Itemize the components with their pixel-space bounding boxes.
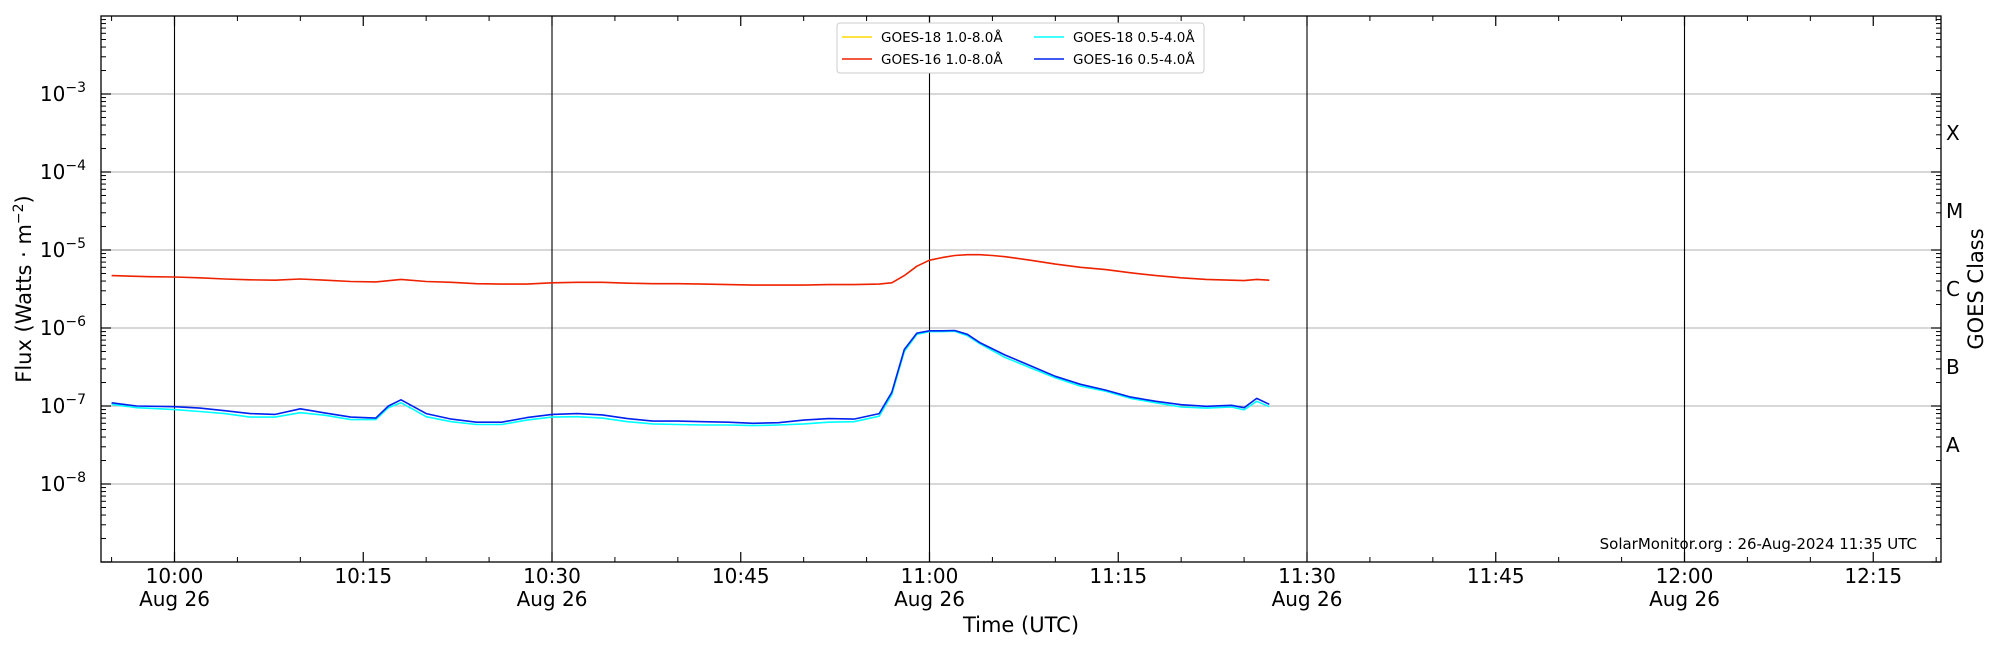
x-tick-label: 11:00: [901, 564, 959, 588]
x-tick-label: 11:15: [1089, 564, 1147, 588]
x-tick-label: 10:00: [146, 564, 204, 588]
grid-lines: [101, 16, 1941, 562]
y-tick-label: 10−4: [40, 158, 86, 184]
y-tick-base: 10: [40, 82, 65, 106]
y-tick-base: 10: [40, 394, 65, 418]
series-line: [111, 329, 1270, 425]
y-axis-title-text: Flux (Watts · m: [12, 224, 36, 383]
x-tick-label: 10:45: [712, 564, 770, 588]
y-axis-title-exponent: −2: [11, 203, 27, 224]
y-tick-base: 10: [40, 160, 65, 184]
x-tick-sublabel: Aug 26: [1649, 587, 1720, 611]
x-axis-title: Time (UTC): [962, 613, 1079, 637]
goes-class-label: A: [1946, 433, 1960, 457]
legend-label-goes18-short: GOES-18 0.5-4.0Å: [1073, 29, 1195, 46]
goes-class-label: B: [1946, 355, 1960, 379]
legend-box: [836, 22, 1205, 74]
x-tick-label: 11:30: [1278, 564, 1336, 588]
x-tick-sublabel: Aug 26: [517, 587, 588, 611]
y-tick-label: 10−6: [40, 314, 86, 340]
goes-class-label: X: [1946, 121, 1960, 145]
axis-ticks: [101, 16, 1941, 563]
y-tick-exponent: −6: [65, 314, 86, 330]
x-tick-label: 10:30: [523, 564, 581, 588]
y-tick-base: 10: [40, 316, 65, 340]
x-tick-label: 12:15: [1844, 564, 1902, 588]
y-tick-base: 10: [40, 238, 65, 262]
legend-label-goes18-long: GOES-18 1.0-8.0Å: [881, 29, 1003, 46]
y-axis-title-close: ): [12, 195, 36, 203]
legend: GOES-18 1.0-8.0Å GOES-16 1.0-8.0Å GOES-1…: [836, 22, 1205, 74]
y-tick-label: 10−5: [40, 236, 86, 262]
series-line: [111, 253, 1270, 286]
right-axis-title: GOES Class: [1964, 228, 1988, 349]
x-tick-sublabel: Aug 26: [894, 587, 965, 611]
y-tick-exponent: −5: [65, 236, 86, 252]
y-tick-label: 10−7: [40, 392, 86, 418]
y-tick-exponent: −7: [65, 392, 86, 408]
y-axis-title: Flux (Watts · m−2): [11, 195, 36, 383]
legend-label-goes16-short: GOES-16 0.5-4.0Å: [1073, 51, 1195, 68]
y-tick-exponent: −8: [65, 470, 86, 486]
legend-label-goes16-long: GOES-16 1.0-8.0Å: [881, 51, 1003, 68]
x-tick-sublabel: Aug 26: [139, 587, 210, 611]
goes-class-label: C: [1946, 277, 1960, 301]
x-tick-label: 12:00: [1656, 564, 1714, 588]
y-tick-label: 10−8: [40, 470, 86, 496]
x-tick-label: 11:45: [1467, 564, 1525, 588]
goes-class-label: M: [1946, 199, 1963, 223]
series-line: [111, 330, 1270, 427]
y-tick-base: 10: [40, 472, 65, 496]
y-tick-exponent: −3: [65, 80, 86, 96]
series-lines: [111, 253, 1270, 427]
watermark: SolarMonitor.org : 26-Aug-2024 11:35 UTC: [1600, 535, 1917, 553]
x-tick-sublabel: Aug 26: [1272, 587, 1343, 611]
y-tick-exponent: −4: [65, 158, 86, 174]
y-tick-label: 10−3: [40, 80, 86, 106]
plot-frame: [100, 15, 1942, 563]
x-tick-label: 10:15: [334, 564, 392, 588]
